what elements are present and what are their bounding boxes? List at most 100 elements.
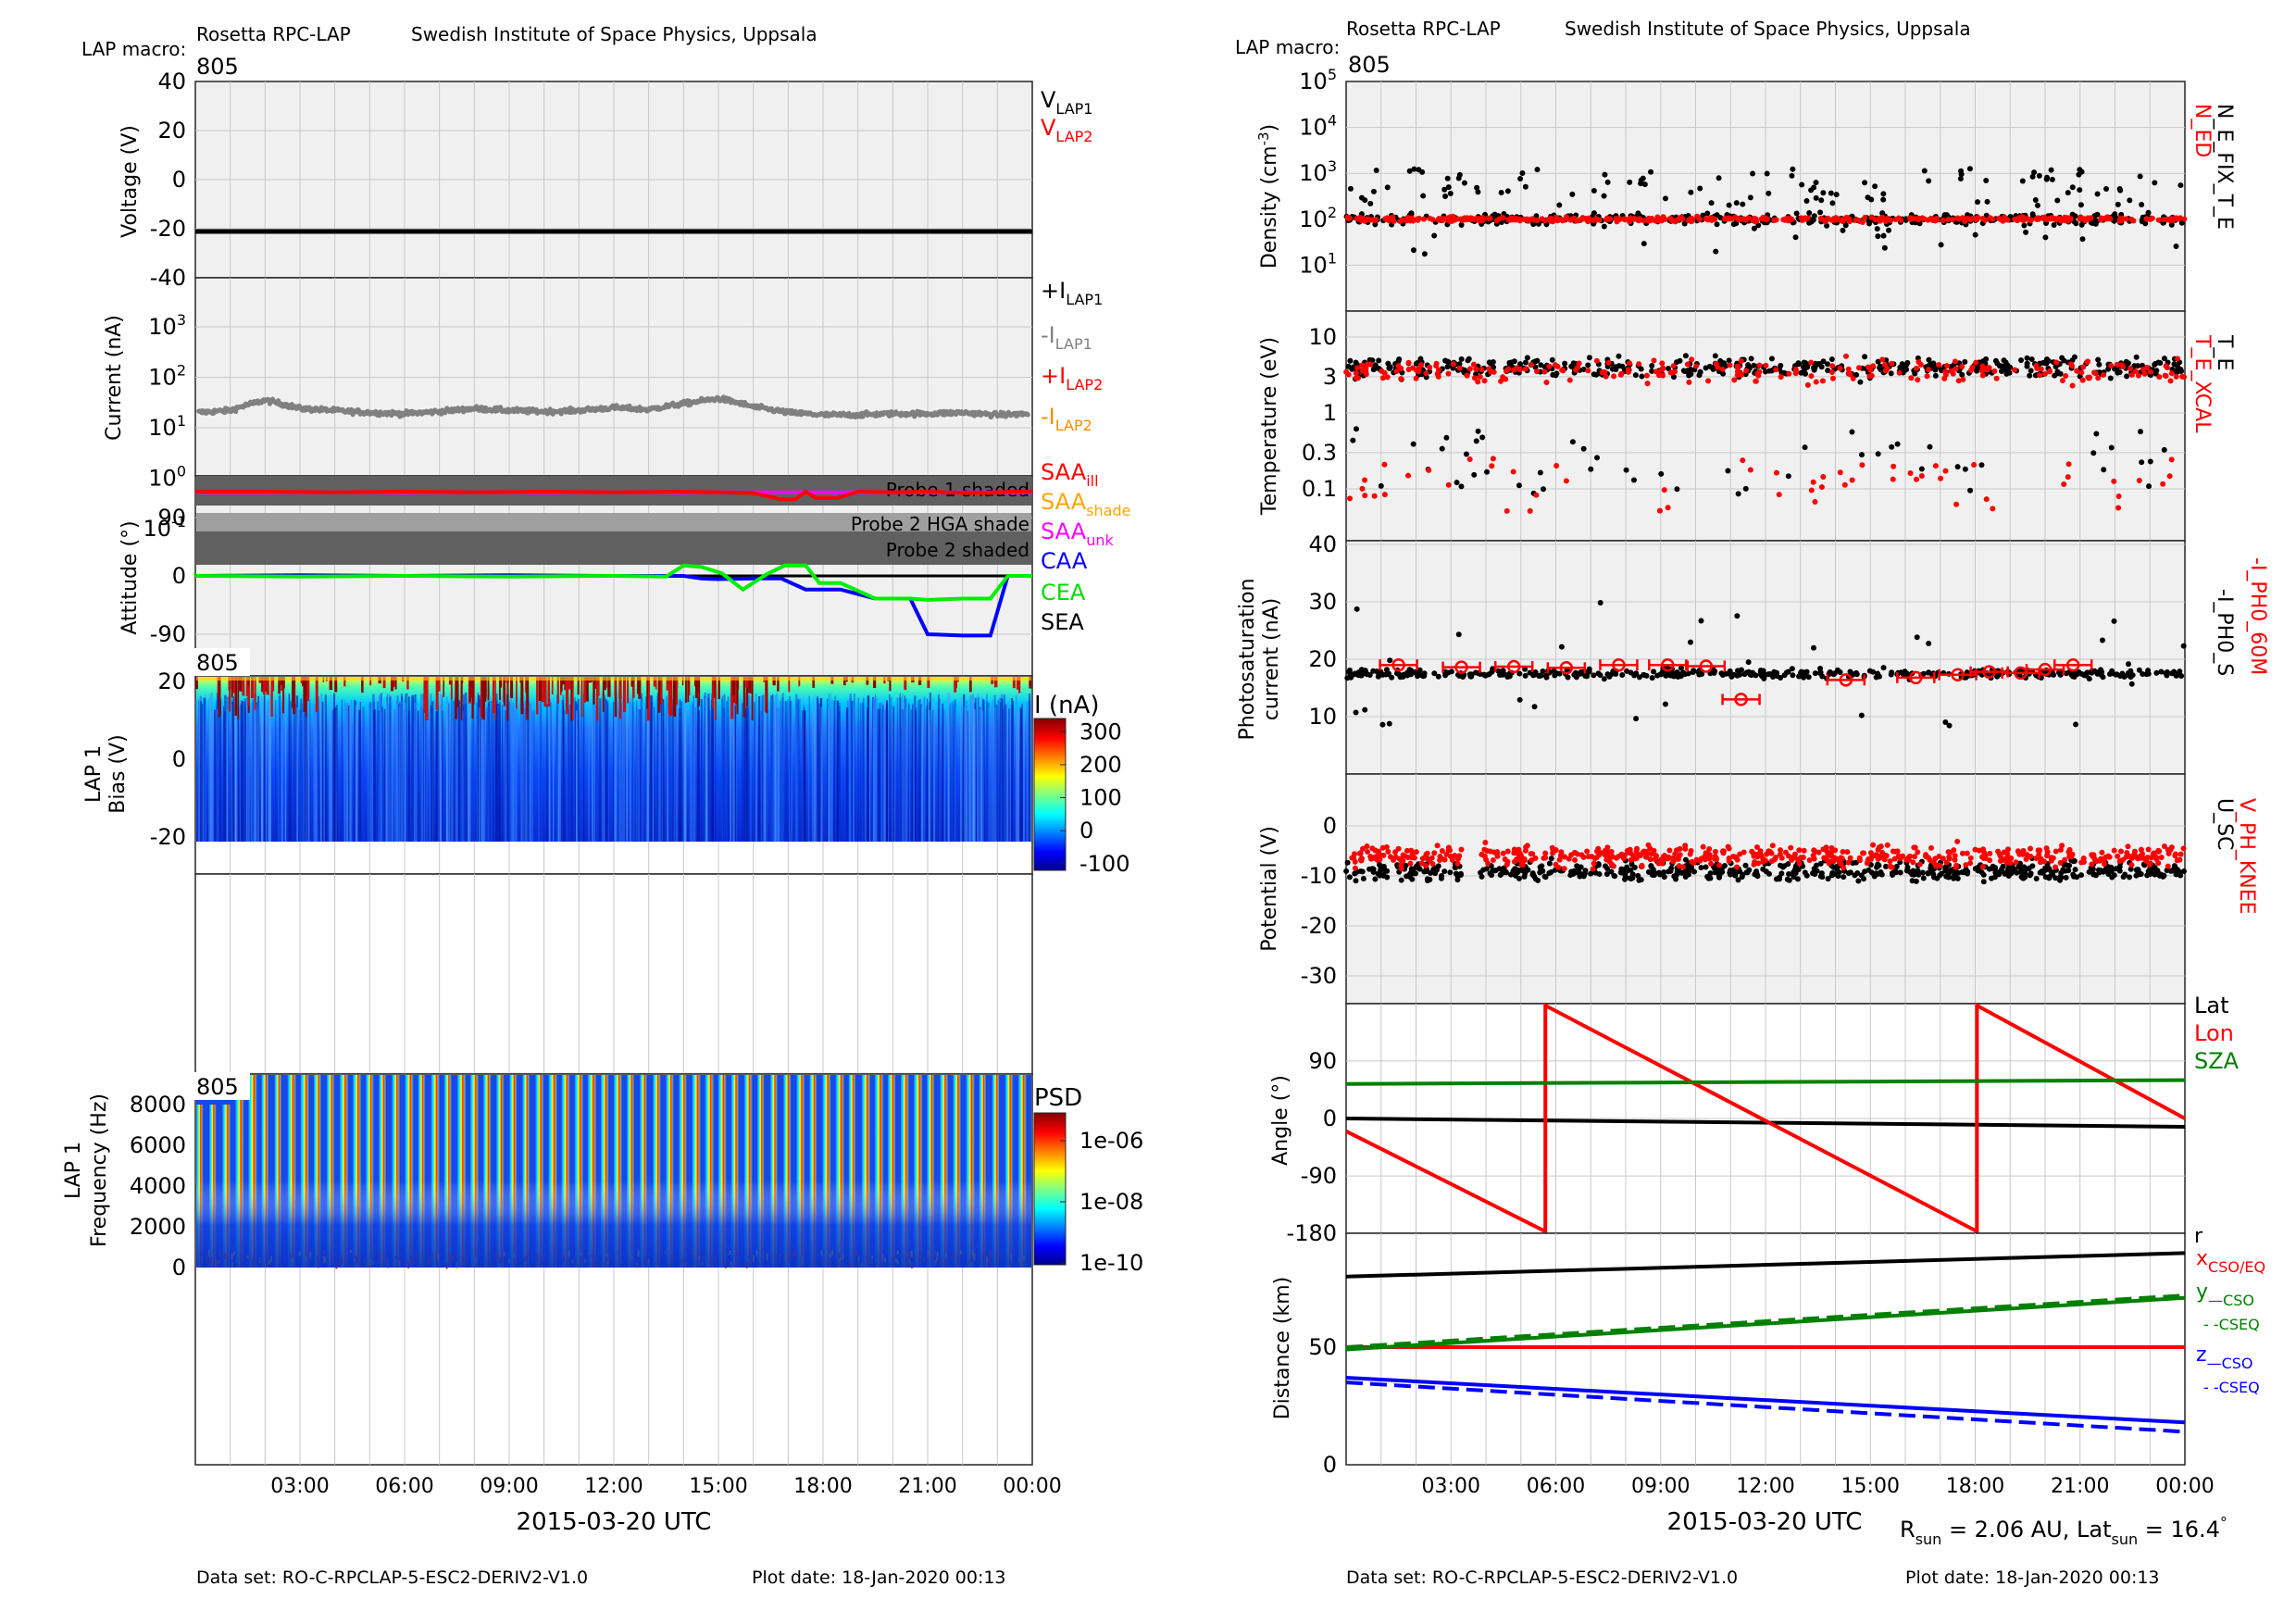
temperature-point-t-e-xcal bbox=[1773, 469, 1779, 476]
temperature-point-t-e-xcal bbox=[1585, 368, 1591, 374]
temperature-point-t-e-xcal bbox=[2059, 378, 2065, 384]
ytick-exp: 1 bbox=[177, 412, 186, 430]
temperature-point-t-e bbox=[1443, 434, 1450, 441]
potential-point-u-sc bbox=[1883, 863, 1890, 869]
photosaturation-point-i-ph0-s bbox=[1942, 719, 1949, 726]
temperature-point-t-e bbox=[1967, 487, 1974, 493]
temperature-point-t-e bbox=[1998, 369, 2004, 375]
ytick-exp: 3 bbox=[177, 311, 186, 329]
photosaturation-point-i-ph0-s bbox=[2106, 670, 2113, 677]
photosaturation-point-i-ph0-s bbox=[1374, 668, 1380, 675]
legend-saa-unk: SAAunk bbox=[1041, 518, 1114, 549]
photosaturation-point-i-ph0-s bbox=[1643, 672, 1650, 679]
temperature-point-t-e bbox=[1735, 491, 1741, 497]
temperature-point-t-e-xcal bbox=[1936, 361, 1942, 368]
temperature-point-t-e-xcal bbox=[1938, 475, 1944, 481]
density-point-n-e-fix-t-e bbox=[2092, 218, 2099, 224]
temperature-point-t-e-xcal bbox=[1360, 368, 1366, 374]
photosaturation-point-i-ph0-s bbox=[1481, 671, 1488, 678]
density-point-n-ed bbox=[1773, 217, 1779, 223]
photosaturation-point-i-ph0-s bbox=[1364, 671, 1370, 678]
photosaturation-point-i-ph0-s bbox=[1790, 672, 1796, 679]
temperature-scatter bbox=[1343, 353, 2188, 514]
temperature-point-t-e bbox=[2107, 375, 2114, 381]
density-point-n-e-fix-t-e bbox=[1813, 194, 1819, 201]
temperature-point-t-e-xcal bbox=[1868, 372, 1875, 379]
ytick-label: 105 bbox=[1299, 66, 1337, 94]
temperature-point-t-e-xcal bbox=[1828, 369, 1835, 376]
temperature-point-t-e bbox=[1674, 486, 1680, 493]
temperature-point-t-e bbox=[2024, 355, 2030, 361]
temperature-point-t-e bbox=[1395, 357, 1402, 364]
temperature-point-t-e-xcal bbox=[1670, 363, 1677, 369]
temperature-point-t-e bbox=[1623, 467, 1629, 473]
temperature-point-t-e-xcal bbox=[2163, 373, 2169, 380]
photosaturation-point-i-ph0-s bbox=[1690, 669, 1696, 676]
density-point-n-e-fix-t-e bbox=[1957, 175, 1964, 181]
density-point-n-e-fix-t-e bbox=[2142, 220, 2149, 227]
density-point-n-ed bbox=[1829, 218, 1836, 224]
density-point-n-e-fix-t-e bbox=[1601, 223, 1607, 230]
bias-ylabel-line1: LAP 1 bbox=[82, 745, 106, 803]
xtick-label: 09:00 bbox=[480, 1475, 538, 1498]
ytick-label: 1 bbox=[1323, 400, 1337, 426]
density-ylabel: Density (cm-3) bbox=[1255, 124, 1281, 269]
temperature-point-t-e-xcal bbox=[2168, 370, 2175, 377]
right-macro-value: 805 bbox=[1348, 52, 1391, 78]
density-point-n-e-fix-t-e bbox=[2073, 220, 2079, 227]
density-point-n-ed bbox=[1753, 216, 1759, 222]
density-point-n-e-fix-t-e bbox=[1602, 171, 1608, 178]
legend-t-e-xcal: T_E_XCAL bbox=[2190, 334, 2214, 433]
temperature-point-t-e-xcal bbox=[1445, 481, 1452, 488]
temperature-point-t-e-xcal bbox=[1684, 361, 1691, 368]
temperature-point-t-e-xcal bbox=[2078, 369, 2085, 376]
density-point-n-e-fix-t-e bbox=[1799, 181, 1805, 188]
photosaturation-point-i-ph0-60m bbox=[1661, 657, 1675, 672]
temperature-point-t-e-xcal bbox=[1490, 456, 1496, 462]
density-point-n-e-fix-t-e bbox=[1410, 247, 1416, 254]
density-point-n-ed bbox=[1990, 216, 1996, 222]
voltage-legend: VLAP1 VLAP2 bbox=[1041, 87, 1092, 145]
photosaturation-point-i-ph0-s bbox=[1805, 674, 1812, 681]
current-legend: +ILAP1 -ILAP1 +ILAP2 -ILAP2 bbox=[1041, 278, 1103, 434]
temperature-point-t-e-xcal bbox=[2095, 375, 2102, 381]
temperature-point-t-e-xcal bbox=[1991, 368, 1998, 374]
temperature-point-t-e-xcal bbox=[1960, 376, 1966, 382]
density-point-n-ed bbox=[2149, 215, 2155, 221]
density-point-n-e-fix-t-e bbox=[1627, 179, 1633, 185]
temperature-point-t-e-xcal bbox=[1381, 369, 1388, 376]
density-point-n-ed bbox=[1461, 215, 1467, 221]
photosaturation-point-i-ph0-s bbox=[1516, 670, 1523, 677]
ytick-label: 101 bbox=[1299, 249, 1337, 278]
temperature-point-t-e bbox=[1461, 367, 1467, 373]
temperature-point-t-e bbox=[2124, 373, 2130, 380]
density-point-n-ed bbox=[1799, 218, 1805, 224]
ytick-exp: 3 bbox=[1328, 157, 1337, 175]
density-point-n-ed bbox=[1485, 215, 1491, 221]
temperature-point-t-e-xcal bbox=[1365, 361, 1371, 368]
ytick-exp: 0 bbox=[177, 463, 186, 481]
temperature-point-t-e-xcal bbox=[1734, 363, 1741, 369]
photosaturation-point-i-ph0-60m bbox=[1982, 665, 1996, 679]
density-point-n-ed bbox=[2087, 215, 2093, 221]
hga-shade-band bbox=[196, 513, 1031, 531]
temperature-point-t-e-xcal bbox=[1686, 379, 1692, 385]
photosaturation-point-i-ph0-s bbox=[2099, 637, 2105, 643]
density-point-n-e-fix-t-e bbox=[1384, 184, 1391, 191]
density-point-n-ed bbox=[2067, 216, 2074, 222]
temperature-point-t-e-xcal bbox=[1813, 379, 1819, 385]
density-point-n-e-fix-t-e bbox=[1789, 172, 1795, 179]
temperature-point-t-e-xcal bbox=[1740, 457, 1746, 464]
temperature-point-t-e bbox=[1927, 443, 1933, 450]
density-point-n-e-fix-t-e bbox=[1517, 175, 1524, 181]
ytick-label: 4000 bbox=[130, 1173, 186, 1199]
temperature-point-t-e-xcal bbox=[2128, 366, 2134, 372]
density-point-n-ed bbox=[1654, 214, 1661, 220]
density-point-n-e-fix-t-e bbox=[1829, 200, 1836, 206]
photosaturation-point-i-ph0-s bbox=[2140, 670, 2146, 677]
temperature-point-t-e-xcal bbox=[1776, 492, 1782, 498]
temperature-point-t-e-xcal bbox=[1693, 363, 1700, 369]
temperature-point-t-e-xcal bbox=[1405, 472, 1412, 479]
temperature-point-t-e-xcal bbox=[1719, 366, 1726, 372]
